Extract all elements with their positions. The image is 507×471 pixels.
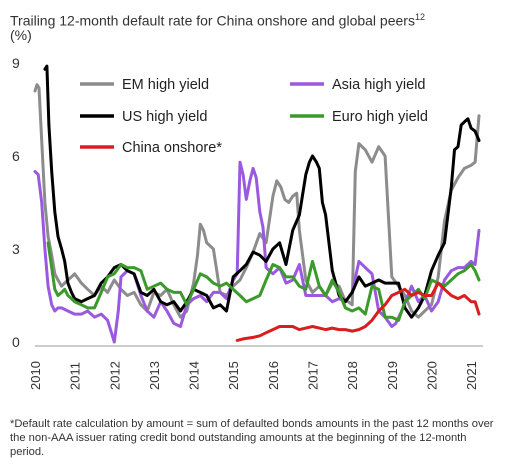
chart-title: Trailing 12-month default rate for China…: [10, 12, 425, 29]
y-tick-label: 3: [12, 241, 20, 257]
default-rate-chart: 0 3 6 9 2010 2011 2012 2013 2014 2015 2016 2017 2018…: [12, 55, 483, 390]
y-axis-unit-label: (%): [10, 27, 32, 43]
legend-item: China onshore*: [80, 140, 222, 156]
chart-plot-area: [33, 64, 481, 344]
legend-label: US high yield: [122, 109, 207, 125]
x-tick-label: 2015: [226, 361, 241, 390]
series-line-us-high-yield: [43, 64, 481, 319]
legend-item: Euro high yield: [290, 109, 428, 125]
chart-legend: EM high yield Asia high yield US high yiel…: [80, 77, 428, 156]
legend-item: US high yield: [80, 109, 207, 125]
legend-label: EM high yield: [122, 77, 209, 93]
x-tick-label: 2018: [345, 361, 360, 390]
x-tick-label: 2016: [266, 361, 281, 390]
y-tick-label: 9: [12, 55, 20, 71]
x-tick-label: 2017: [306, 361, 321, 390]
y-tick-label: 6: [12, 148, 20, 164]
x-tick-label: 2020: [424, 361, 439, 390]
chart-axes: 0 3 6 9 2010 2011 2012 2013 2014 2015 2016 2017 2018…: [12, 55, 483, 390]
x-tick-label: 2019: [385, 361, 400, 390]
series-line-em-high-yield: [33, 83, 481, 319]
x-tick-label: 2013: [147, 361, 162, 390]
series-line-china-onshore: [235, 281, 481, 342]
footnote: *Default rate calculation by amount = su…: [10, 418, 494, 458]
x-tick-label: 2010: [28, 361, 43, 390]
legend-item: EM high yield: [80, 77, 209, 93]
series-line-asia-high-yield: [33, 160, 481, 344]
x-tick-label: 2012: [107, 361, 122, 390]
x-tick-label: 2021: [464, 361, 479, 390]
legend-item: Asia high yield: [290, 77, 426, 93]
legend-label: Euro high yield: [332, 109, 428, 125]
legend-label: China onshore*: [122, 140, 222, 156]
series-line-euro-high-yield: [46, 241, 481, 322]
x-tick-label: 2011: [68, 362, 83, 390]
legend-label: Asia high yield: [332, 77, 426, 93]
x-tick-label: 2014: [187, 361, 202, 390]
y-tick-label: 0: [12, 334, 20, 350]
